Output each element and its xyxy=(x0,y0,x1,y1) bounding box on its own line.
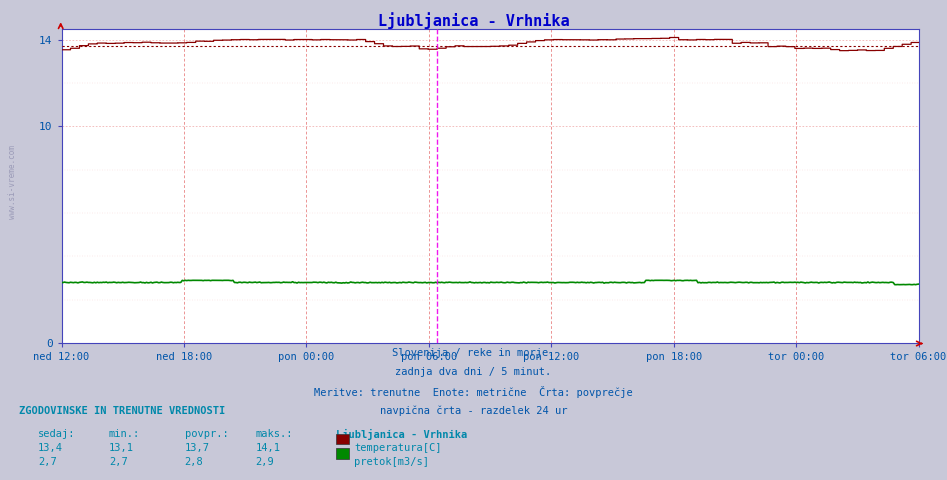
Text: ZGODOVINSKE IN TRENUTNE VREDNOSTI: ZGODOVINSKE IN TRENUTNE VREDNOSTI xyxy=(19,406,225,416)
Text: maks.:: maks.: xyxy=(256,429,294,439)
Text: 13,1: 13,1 xyxy=(109,443,134,453)
Text: 13,4: 13,4 xyxy=(38,443,63,453)
Text: povpr.:: povpr.: xyxy=(185,429,228,439)
Text: temperatura[C]: temperatura[C] xyxy=(354,443,441,453)
Text: 2,7: 2,7 xyxy=(38,457,57,468)
Text: 2,9: 2,9 xyxy=(256,457,275,468)
Text: 13,7: 13,7 xyxy=(185,443,209,453)
Text: pretok[m3/s]: pretok[m3/s] xyxy=(354,457,429,468)
Text: Meritve: trenutne  Enote: metrične  Črta: povprečje: Meritve: trenutne Enote: metrične Črta: … xyxy=(314,386,633,398)
Text: navpična črta - razdelek 24 ur: navpična črta - razdelek 24 ur xyxy=(380,406,567,416)
Text: Ljubljanica - Vrhnika: Ljubljanica - Vrhnika xyxy=(378,12,569,29)
Text: 2,8: 2,8 xyxy=(185,457,204,468)
Text: sedaj:: sedaj: xyxy=(38,429,76,439)
Text: 14,1: 14,1 xyxy=(256,443,280,453)
Text: www.si-vreme.com: www.si-vreme.com xyxy=(8,145,17,219)
Text: Ljubljanica - Vrhnika: Ljubljanica - Vrhnika xyxy=(336,429,468,440)
Text: 2,7: 2,7 xyxy=(109,457,128,468)
Text: min.:: min.: xyxy=(109,429,140,439)
Text: zadnja dva dni / 5 minut.: zadnja dva dni / 5 minut. xyxy=(396,367,551,377)
Text: Slovenija / reke in morje.: Slovenija / reke in morje. xyxy=(392,348,555,358)
